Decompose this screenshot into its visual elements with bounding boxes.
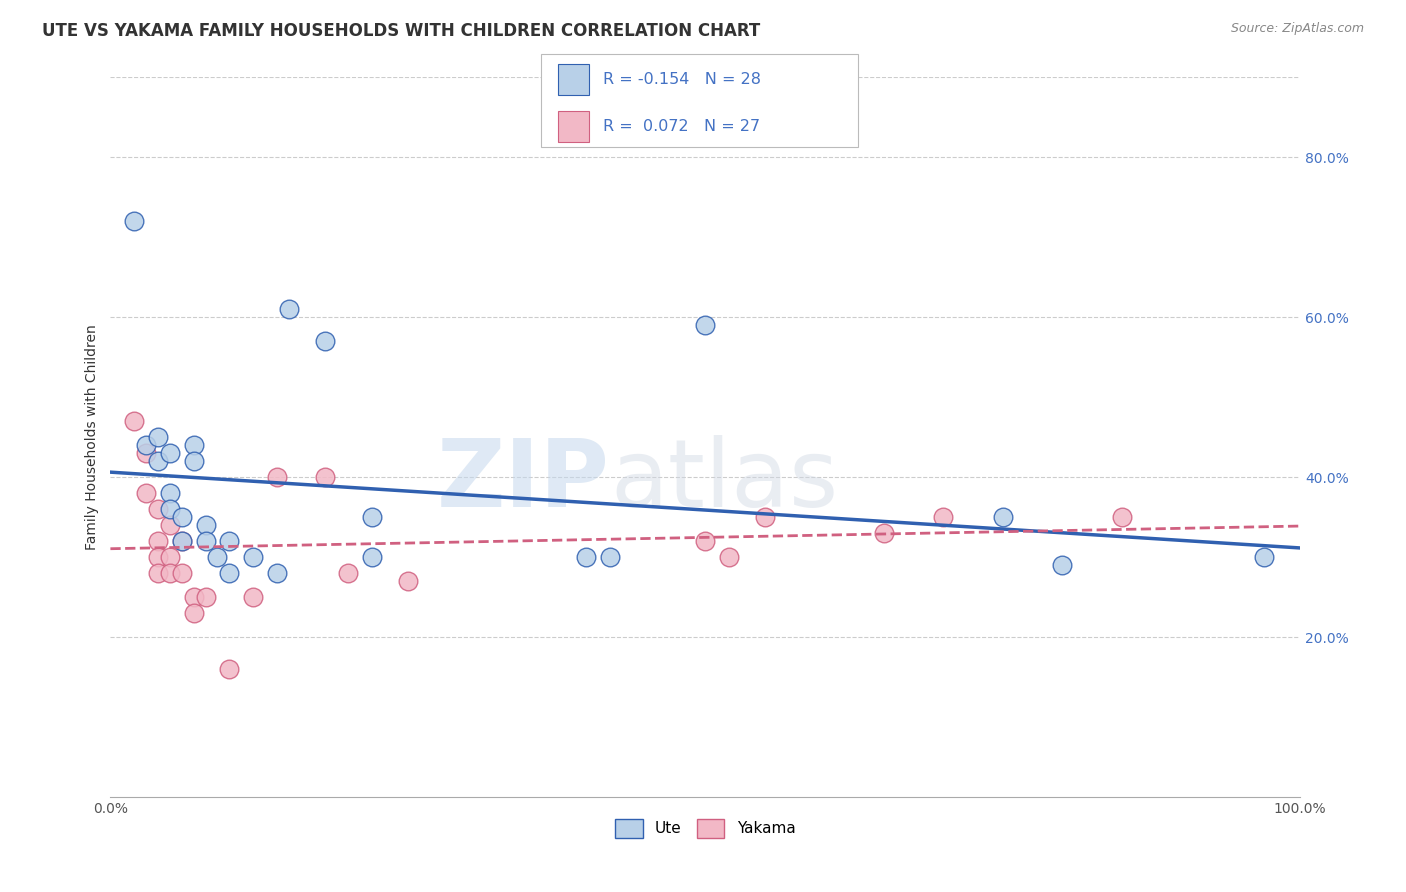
Point [194, 534, 217, 549]
Point [754, 510, 776, 524]
Point [183, 607, 205, 621]
Point [122, 214, 145, 228]
Point [135, 438, 157, 452]
Point [146, 534, 169, 549]
Point [135, 486, 157, 500]
Point [314, 470, 336, 484]
Point [575, 550, 598, 565]
Point [135, 446, 157, 460]
Point [146, 502, 169, 516]
Point [695, 318, 717, 333]
Text: R = -0.154   N = 28: R = -0.154 N = 28 [603, 72, 761, 87]
Point [396, 574, 419, 589]
Point [183, 454, 205, 468]
Point [266, 566, 288, 581]
Point [718, 550, 741, 565]
Text: Source: ZipAtlas.com: Source: ZipAtlas.com [1230, 22, 1364, 36]
Point [170, 534, 193, 549]
Point [1253, 550, 1275, 565]
Text: atlas: atlas [610, 434, 838, 526]
Point [159, 502, 181, 516]
Point [266, 470, 288, 484]
Point [146, 566, 169, 581]
Point [218, 662, 240, 676]
Point [159, 566, 181, 581]
Point [873, 526, 896, 541]
Point [695, 534, 717, 549]
Point [122, 414, 145, 428]
Point [170, 510, 193, 524]
Point [277, 302, 299, 317]
Point [991, 510, 1014, 524]
Point [159, 486, 181, 500]
Point [207, 550, 229, 565]
Point [218, 566, 240, 581]
Point [599, 550, 621, 565]
Point [159, 446, 181, 460]
Point [146, 454, 169, 468]
Point [170, 534, 193, 549]
Y-axis label: Family Households with Children: Family Households with Children [86, 325, 100, 550]
Point [146, 550, 169, 565]
Point [159, 550, 181, 565]
Point [361, 510, 384, 524]
Point [159, 518, 181, 533]
Point [194, 591, 217, 605]
Point [1111, 510, 1133, 524]
Point [314, 334, 336, 349]
Point [194, 518, 217, 533]
Point [242, 591, 264, 605]
Text: UTE VS YAKAMA FAMILY HOUSEHOLDS WITH CHILDREN CORRELATION CHART: UTE VS YAKAMA FAMILY HOUSEHOLDS WITH CHI… [42, 22, 761, 40]
Text: R =  0.072   N = 27: R = 0.072 N = 27 [603, 119, 761, 134]
Point [170, 566, 193, 581]
Point [361, 550, 384, 565]
Point [146, 430, 169, 444]
Text: ZIP: ZIP [437, 434, 610, 526]
Point [932, 510, 955, 524]
Point [218, 534, 240, 549]
Legend: Ute, Yakama: Ute, Yakama [609, 813, 801, 844]
Point [242, 550, 264, 565]
Point [183, 438, 205, 452]
Point [1050, 558, 1073, 573]
Point [337, 566, 360, 581]
Point [183, 591, 205, 605]
